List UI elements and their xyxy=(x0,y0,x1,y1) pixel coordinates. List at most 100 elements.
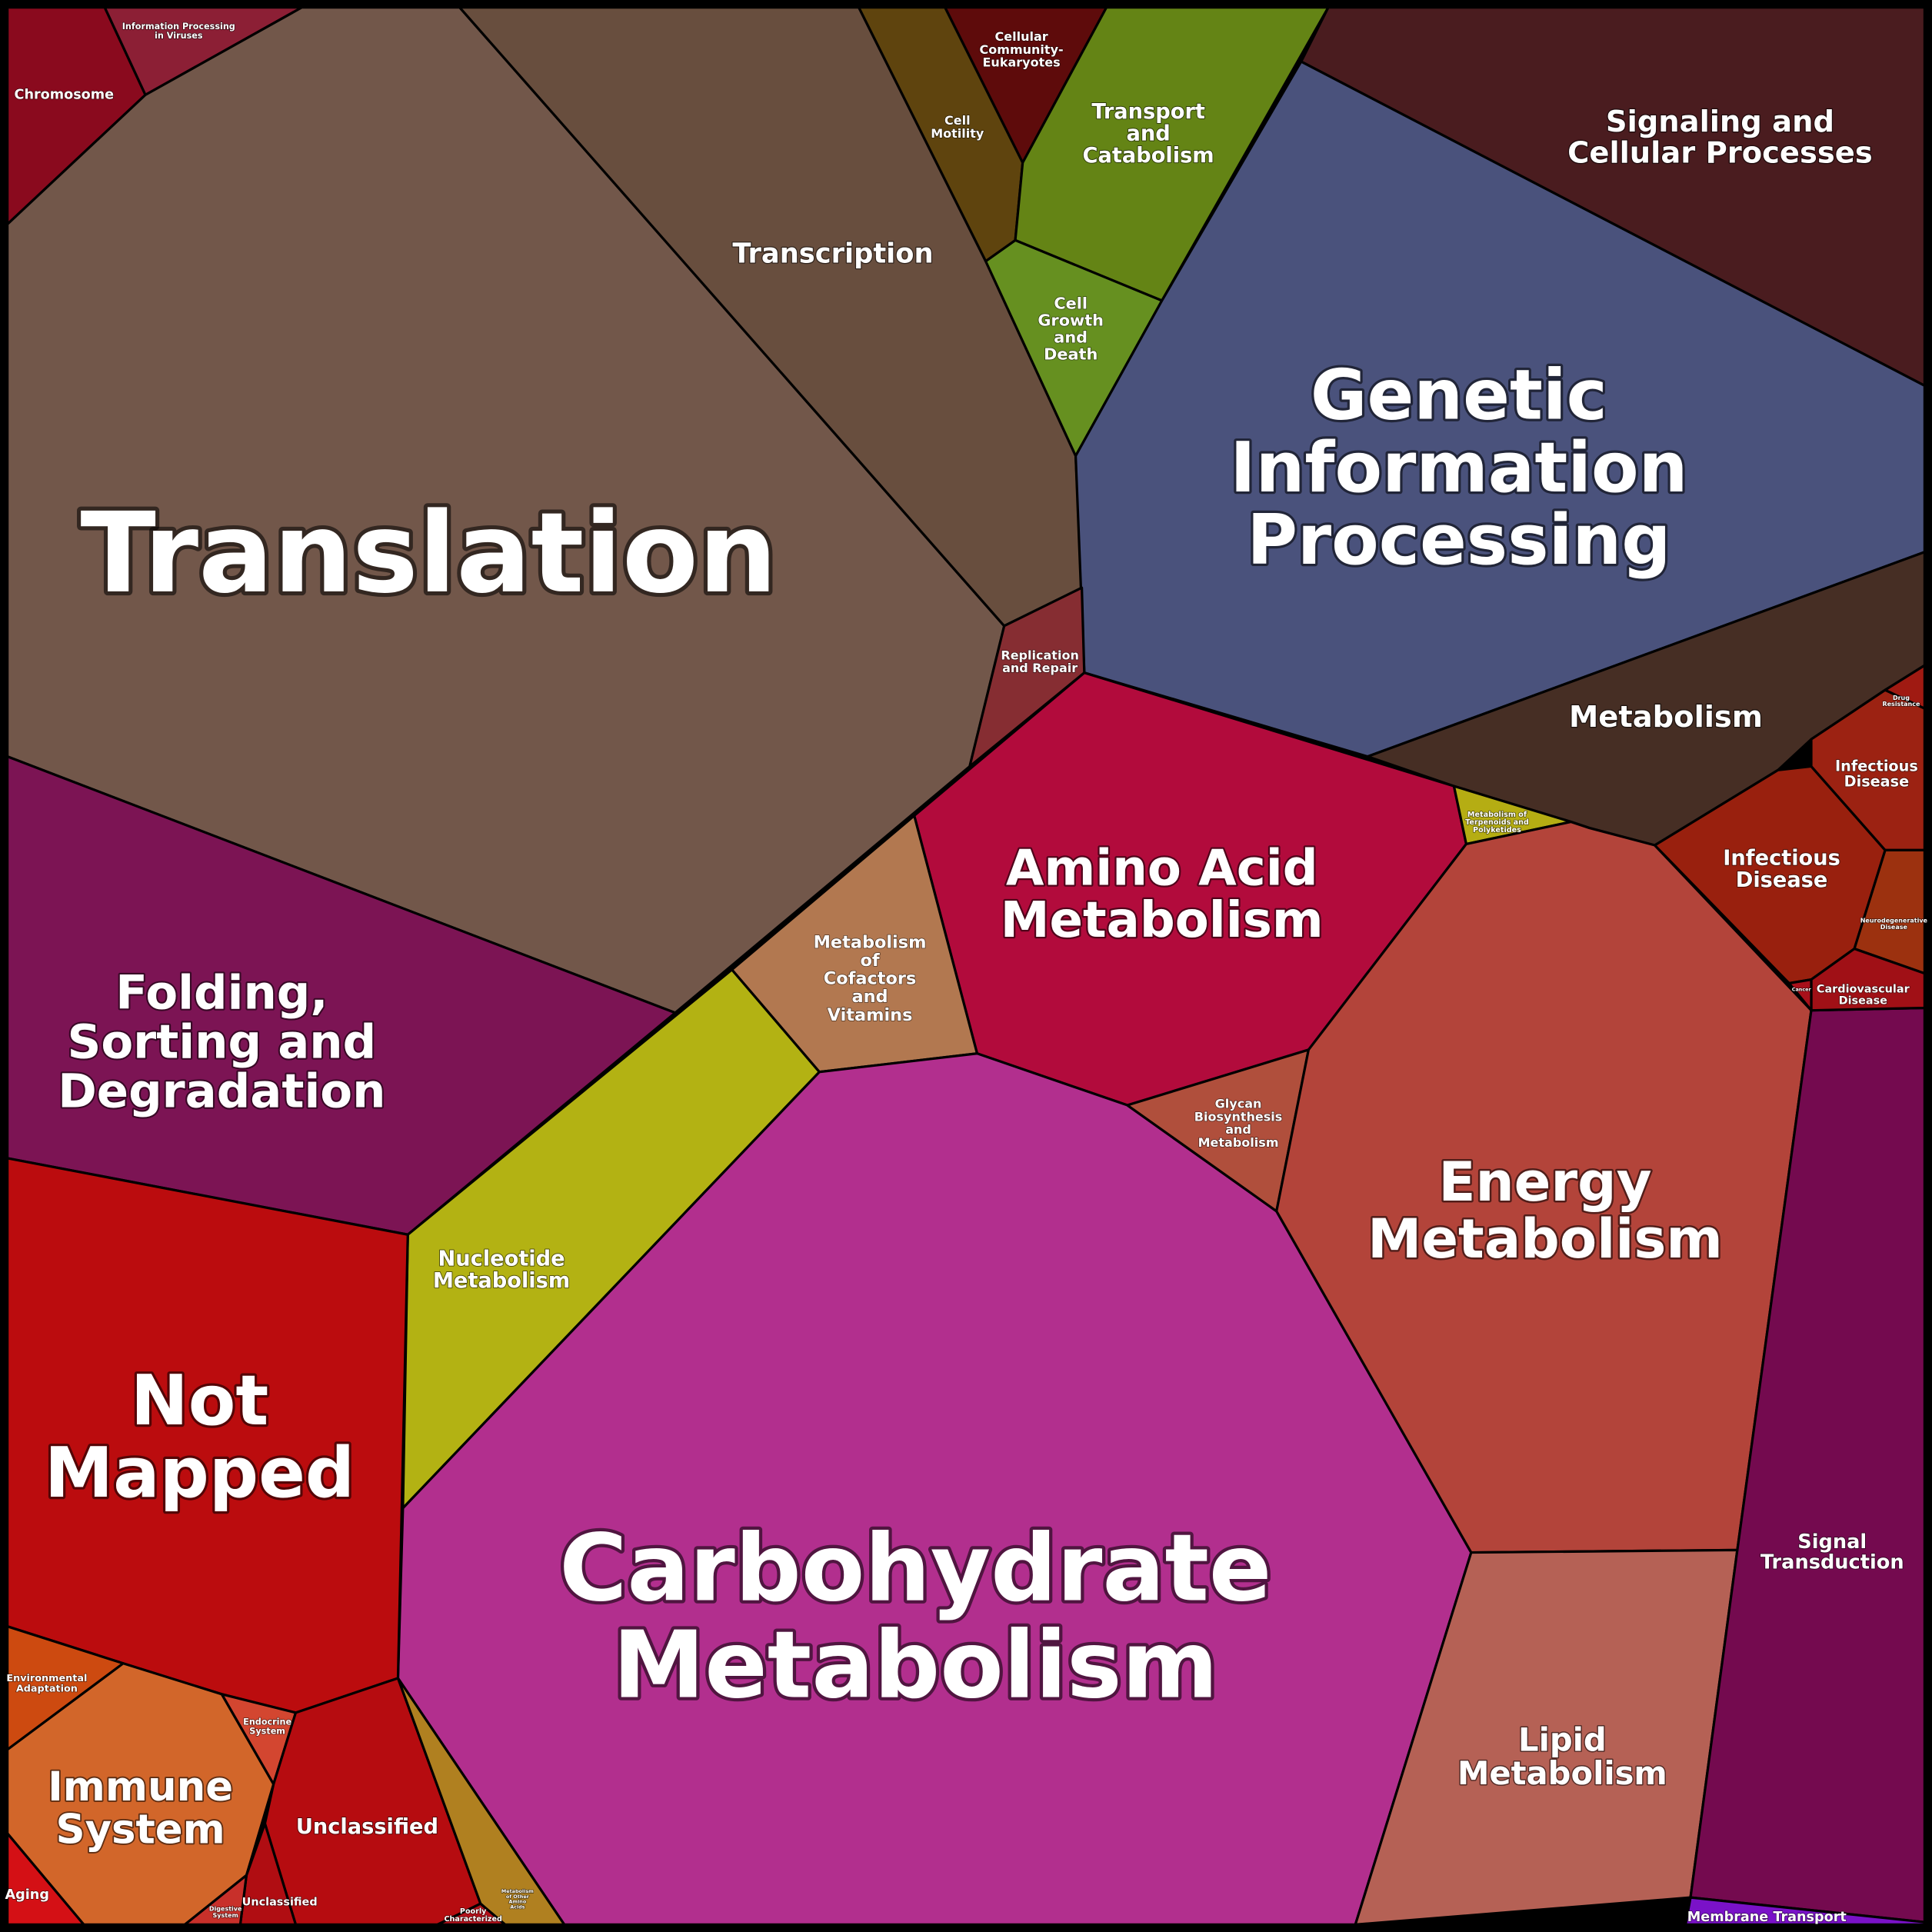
cell-label: Amino Acid Metabolism xyxy=(1001,840,1324,948)
cell-label: Signal Transduction xyxy=(1760,1531,1904,1574)
label-line: Amino xyxy=(508,1899,526,1905)
label-line: Acids xyxy=(510,1904,525,1910)
label-line: Metabolism xyxy=(1569,699,1763,734)
cell-label: Cellular Community-Eukaryotes xyxy=(980,29,1064,70)
cell-label: Cardiovascular Disease xyxy=(1817,983,1910,1007)
label-line: Biosynthesis xyxy=(1194,1109,1283,1124)
label-line: Adaptation xyxy=(16,1683,78,1694)
label-line: Metabolism xyxy=(1367,1208,1723,1271)
label-line: Carbohydrate xyxy=(559,1514,1271,1622)
label-line: Amino Acid xyxy=(1006,840,1318,897)
cell-label: Unclassified xyxy=(296,1814,438,1838)
label-line: Glycan xyxy=(1215,1096,1262,1111)
label-line: Death xyxy=(1044,345,1098,363)
cell-label: Metabolism of Other Amino Acids xyxy=(501,1888,534,1910)
label-line: Nucleotide xyxy=(438,1247,565,1271)
label-line: Polyketides xyxy=(1473,826,1521,834)
label-line: Infectious xyxy=(1723,846,1840,870)
label-line: of xyxy=(860,951,879,971)
label-line: System xyxy=(56,1806,225,1853)
cell xyxy=(1074,60,1926,758)
label-line: Folding, xyxy=(115,965,328,1020)
label-line: Signaling and xyxy=(1606,105,1834,139)
label-line: Metabolism xyxy=(433,1268,570,1292)
cell-label: Transport and Catabolism xyxy=(1083,99,1214,167)
label-line: and xyxy=(851,987,888,1007)
cell-label: Drug Resistance xyxy=(1882,694,1920,707)
cell-label: Translation xyxy=(80,488,777,618)
cell-label: Neurodegenerative Disease xyxy=(1860,917,1928,930)
label-line: Metabolism xyxy=(1457,1754,1667,1792)
cell-label: Endocrine System xyxy=(243,1717,291,1737)
label-line: Metabolism xyxy=(1198,1134,1279,1149)
cell-label: Digestive System xyxy=(209,1905,242,1918)
cell-label: Metabolism of Cofactors and Vitamins xyxy=(814,932,927,1024)
label-line: Vitamins xyxy=(828,1004,913,1024)
cell-label: Information Processing in Viruses xyxy=(122,22,235,41)
label-line: Community- xyxy=(980,42,1064,56)
cells xyxy=(6,6,1926,1926)
label-line: and xyxy=(1225,1122,1251,1137)
cell xyxy=(183,1874,248,1926)
label-line: Energy xyxy=(1438,1151,1651,1214)
label-line: Lipid xyxy=(1518,1720,1607,1758)
label-line: Unclassified xyxy=(242,1897,318,1909)
cell-label: Unclassified xyxy=(242,1897,318,1909)
cell-label: Membrane Transport xyxy=(1687,1910,1847,1925)
label-line: Environmental xyxy=(6,1672,87,1684)
label-line: and Repair xyxy=(1002,661,1078,675)
cell xyxy=(1787,978,1813,1012)
label-line: Growth xyxy=(1038,311,1104,330)
label-line: Metabolism xyxy=(501,1888,534,1894)
cell-label: Metabolism xyxy=(1569,699,1763,734)
label-line: Eukaryotes xyxy=(982,55,1060,69)
label-line: Cardiovascular xyxy=(1817,983,1910,995)
cell-label: Immune System xyxy=(48,1764,233,1854)
label-line: Cofactors xyxy=(824,968,916,988)
cell-label: Environmental Adaptation xyxy=(6,1672,87,1694)
cell-label: Replication and Repair xyxy=(1001,648,1079,675)
label-line: Cell xyxy=(1054,295,1088,313)
cell-label: Not Mapped xyxy=(45,1361,355,1514)
label-line: Information xyxy=(1230,428,1687,508)
label-line: Aging xyxy=(5,1887,49,1903)
label-line: Transduction xyxy=(1760,1551,1904,1574)
label-line: Infectious xyxy=(1835,757,1918,774)
cell-label: Metabolism of Terpenoids and Polyketides xyxy=(1465,811,1529,834)
cell-label: Folding, Sorting and Degradation xyxy=(58,965,385,1118)
cell-label: Cancer xyxy=(1792,986,1812,992)
label-line: Cellular xyxy=(994,29,1048,44)
label-line: Terpenoids and xyxy=(1465,818,1529,827)
label-line: Disease xyxy=(1839,995,1888,1008)
label-line: Sorting and xyxy=(68,1014,377,1069)
label-line: Resistance xyxy=(1882,701,1920,708)
label-line: Motility xyxy=(931,125,984,140)
label-line: Catabolism xyxy=(1083,143,1214,167)
label-line: Unclassified xyxy=(296,1814,438,1838)
label-line: Metabolism of xyxy=(1467,811,1527,819)
cell xyxy=(1684,1896,1926,1926)
label-line: Membrane Transport xyxy=(1687,1910,1847,1925)
cell-label: Aging xyxy=(5,1887,49,1903)
label-line: and xyxy=(1126,122,1170,145)
cell-label: Cell Growth and Death xyxy=(1038,295,1104,364)
label-line: Metabolism xyxy=(814,932,927,952)
label-line: of Other xyxy=(506,1894,530,1900)
cell-label: Infectious Disease xyxy=(1835,757,1918,790)
label-line: Genetic xyxy=(1311,356,1607,436)
label-line: in Viruses xyxy=(155,31,203,41)
label-line: System xyxy=(213,1911,238,1918)
label-line: Processing xyxy=(1247,501,1671,581)
label-line: Cancer xyxy=(1792,986,1812,992)
cell-label: Glycan Biosynthesis and Metabolism xyxy=(1194,1096,1283,1149)
label-line: Poorly xyxy=(460,1907,487,1916)
label-line: Translation xyxy=(80,488,777,618)
label-line: Not xyxy=(131,1361,269,1441)
label-line: Mapped xyxy=(45,1434,355,1514)
label-line: Digestive xyxy=(209,1905,242,1912)
label-line: Endocrine xyxy=(243,1717,291,1727)
label-line: Metabolism xyxy=(1001,892,1324,949)
